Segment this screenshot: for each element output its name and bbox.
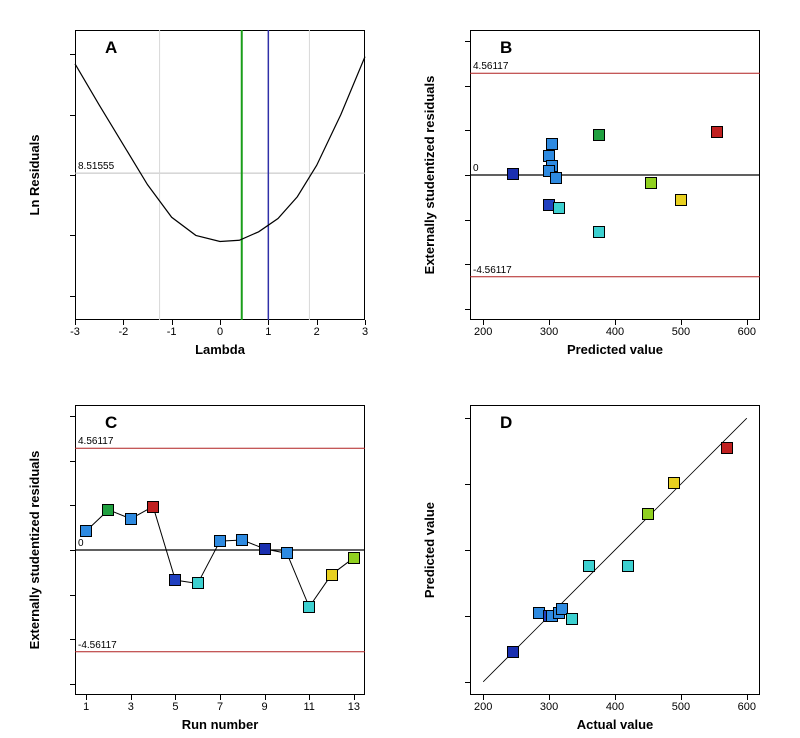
xtick-label: 200 bbox=[471, 701, 495, 713]
xtick-label: 600 bbox=[735, 701, 759, 713]
ytick bbox=[465, 616, 470, 617]
data-marker bbox=[721, 442, 733, 454]
xtick-label: 300 bbox=[537, 701, 561, 713]
data-marker bbox=[668, 477, 680, 489]
plot-svg bbox=[0, 0, 800, 738]
ytick bbox=[465, 550, 470, 551]
data-marker bbox=[642, 508, 654, 520]
y-axis-label: Predicted value bbox=[422, 405, 437, 695]
ytick bbox=[465, 682, 470, 683]
xtick bbox=[615, 695, 616, 700]
data-marker bbox=[583, 560, 595, 572]
panel-letter: D bbox=[500, 413, 512, 433]
xtick-label: 500 bbox=[669, 701, 693, 713]
xtick bbox=[747, 695, 748, 700]
ytick bbox=[465, 484, 470, 485]
data-marker bbox=[507, 646, 519, 658]
xtick-label: 400 bbox=[603, 701, 627, 713]
ytick bbox=[465, 418, 470, 419]
x-axis-label: Actual value bbox=[470, 717, 760, 732]
data-marker bbox=[622, 560, 634, 572]
xtick bbox=[549, 695, 550, 700]
data-marker bbox=[566, 613, 578, 625]
xtick bbox=[681, 695, 682, 700]
xtick bbox=[483, 695, 484, 700]
